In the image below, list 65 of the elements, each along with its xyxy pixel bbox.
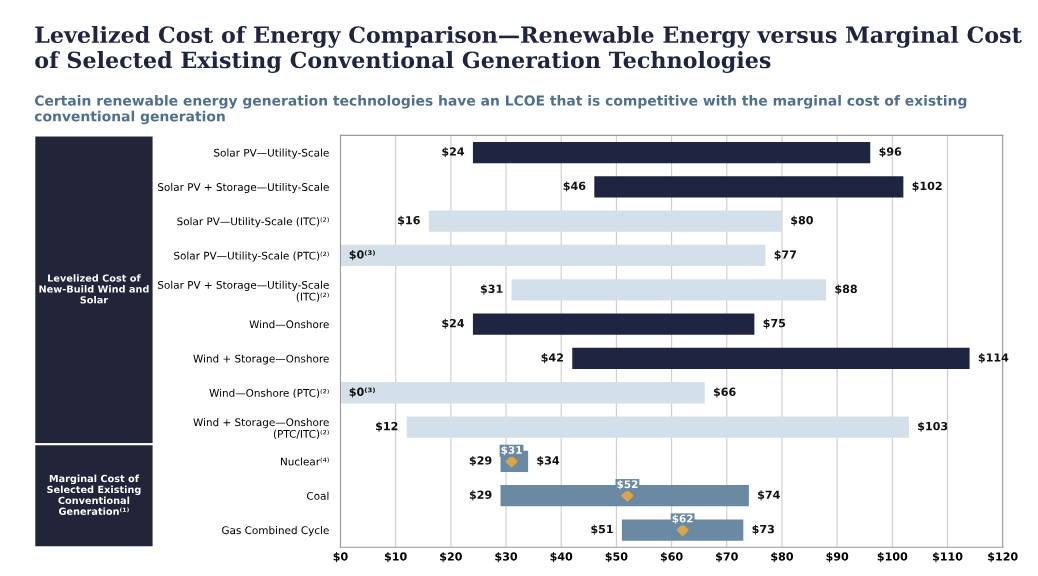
x-tick-label: $30 (495, 552, 518, 563)
annotation: $75 (763, 318, 786, 329)
annotation: $34 (537, 456, 560, 467)
y-tick-label: Wind—Onshore (PTC)⁽²⁾ (209, 388, 329, 399)
x-tick-label: $110 (932, 552, 963, 563)
annotation: $24 (442, 147, 465, 158)
y-tick-label: Wind + Storage—Onshore (193, 354, 329, 365)
x-tick-label: $90 (826, 552, 849, 563)
annotation: $0⁽³⁾ (349, 250, 375, 261)
annotation: $77 (774, 250, 797, 261)
y-tick-label: Wind—Onshore (249, 320, 329, 329)
annotation: $88 (835, 284, 857, 295)
x-tick-label: $60 (660, 552, 683, 563)
y-tick-label: Solar PV—Utility-Scale (PTC)⁽²⁾ (174, 251, 329, 262)
chart-title: Levelized Cost of Energy Comparison—Renewable Energy versus Marginal Cost of Selected Existing Conventional Generation Technologies (35, 25, 1022, 73)
annotation: $12 (376, 421, 398, 432)
x-tick-label: $20 (440, 552, 462, 563)
bar (594, 176, 904, 198)
data-label: $31 (501, 445, 522, 456)
annotation: $29 (469, 456, 492, 467)
annotation: $96 (879, 147, 902, 158)
annotation: $74 (758, 490, 780, 501)
x-tick-label: $70 (716, 552, 738, 563)
annotation: $51 (591, 524, 613, 535)
y-tick-label: Solar PV—Utility-Scale (ITC)⁽²⁾ (177, 217, 329, 228)
bar (472, 141, 871, 164)
data-label: $52 (617, 480, 638, 490)
annotation: $46 (563, 181, 586, 192)
y-tick-label: Solar PV—Utility-Scale (214, 148, 329, 159)
annotation: $16 (398, 215, 420, 226)
text: Levelized Cost of New-Build Wind and Solar (39, 274, 149, 304)
annotation: $80 (791, 215, 813, 226)
annotation: $73 (752, 524, 774, 535)
annotation: $42 (541, 353, 563, 364)
y-tick-label: Wind + Storage—Onshore (PTC/ITC)⁽²⁾ (193, 418, 329, 440)
x-tick-label: $10 (384, 552, 407, 563)
annotation: $0⁽³⁾ (349, 387, 375, 398)
bar (572, 347, 970, 370)
annotation: $29 (469, 490, 492, 501)
annotation: $103 (918, 421, 948, 432)
bar (472, 313, 755, 335)
chart-subtitle: Certain renewable energy generation technologies have an LCOE that is competitive with the marginal cost of existing conventional generation (34, 95, 967, 125)
data-label: $62 (672, 514, 693, 524)
x-tick-label: $40 (550, 552, 573, 563)
bar (340, 244, 766, 267)
y-tick-label: Nuclear⁽⁴⁾ (280, 457, 329, 466)
y-tick-label: Gas Combined Cycle (222, 526, 329, 537)
x-tick-label: $0 (333, 552, 348, 563)
x-tick-label: $80 (771, 552, 794, 563)
y-tick-label: Solar PV + Storage—Utility-Scale (ITC)⁽²⁾ (158, 280, 329, 302)
bar (428, 210, 782, 232)
x-tick-label: $50 (605, 552, 628, 563)
annotation: $66 (713, 387, 736, 398)
y-tick-label: Coal (307, 491, 329, 500)
annotation: $24 (442, 318, 465, 329)
annotation: $114 (978, 353, 1009, 364)
bar (340, 382, 705, 404)
x-tick-label: $100 (877, 552, 908, 563)
bar (511, 279, 827, 301)
y-tick-label: Solar PV + Storage—Utility-Scale (158, 182, 329, 193)
x-tick-label: $120 (988, 552, 1018, 563)
annotation: $102 (912, 181, 942, 192)
annotation: $31 (480, 284, 503, 295)
bar (406, 416, 909, 438)
text: Marginal Cost of Selected Existing Conventional Generation⁽¹⁾ (47, 474, 141, 515)
